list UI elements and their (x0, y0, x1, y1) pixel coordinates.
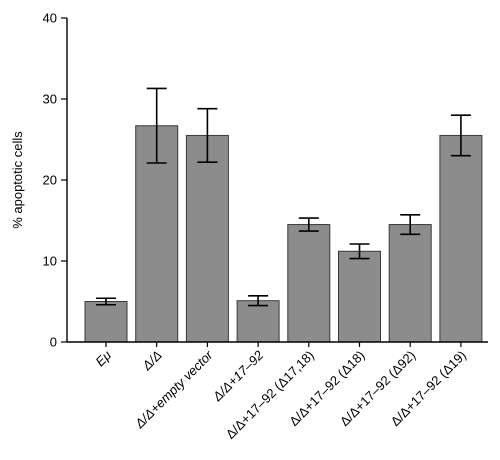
bar (185, 134, 229, 343)
bar (439, 134, 483, 343)
y-tick-label: 10 (43, 254, 57, 269)
y-axis-title: % apoptotic cells (10, 131, 25, 229)
y-tick-label: 20 (43, 173, 57, 188)
x-tick-label: Eμ (92, 348, 114, 370)
bar (84, 301, 128, 343)
bar (287, 224, 331, 343)
bar (338, 250, 381, 343)
bar (388, 224, 432, 343)
error-bars (96, 87, 471, 307)
y-tick-label: 0 (50, 335, 57, 350)
bars (84, 125, 483, 343)
x-tick-label: Δ/Δ+17–92 (Δ17,18) (223, 348, 317, 442)
y-tick-label: 40 (43, 11, 57, 26)
x-tick-label: Δ/Δ (139, 348, 165, 374)
bar (236, 300, 280, 343)
y-tick-label: 30 (43, 92, 57, 107)
